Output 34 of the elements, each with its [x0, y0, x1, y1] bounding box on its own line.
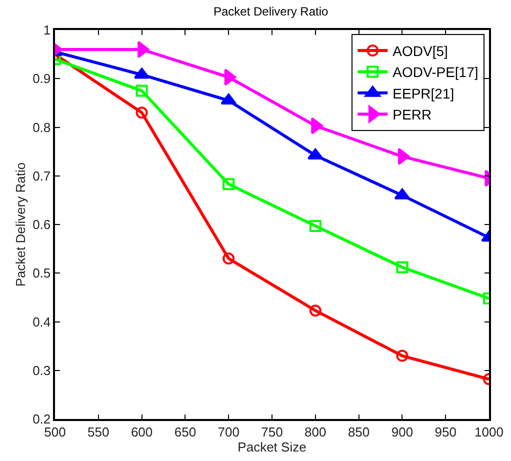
- x-tick-label: 850: [348, 424, 370, 440]
- legend-label: AODV[5]: [392, 42, 448, 59]
- x-tick-label: 950: [434, 424, 456, 440]
- legend-label: EEPR[21]: [392, 85, 454, 102]
- y-tick-label: 0.9: [32, 71, 51, 86]
- y-tick-label: 0.4: [32, 314, 51, 330]
- point: [309, 304, 322, 317]
- x-tick-label: 700: [218, 424, 240, 440]
- x-tick-label: 650: [174, 424, 196, 440]
- legend-label: AODV-PE[17]: [392, 64, 478, 80]
- x-tick-label: 500: [44, 424, 66, 440]
- point: [396, 261, 408, 274]
- x-axis-title: Packet Size: [238, 439, 306, 454]
- y-tick-label: 0.2: [32, 412, 51, 427]
- x-tick-label: 1000: [474, 424, 504, 440]
- x-tick-label: 800: [304, 424, 326, 440]
- y-tick-label: 0.7: [32, 168, 51, 184]
- legend-label: PERR: [392, 106, 432, 123]
- y-tick-label: 1: [43, 22, 51, 38]
- point: [224, 68, 236, 86]
- point: [222, 252, 235, 265]
- point: [222, 178, 235, 190]
- x-tick-label: 750: [261, 424, 283, 440]
- point: [396, 350, 408, 362]
- y-tick-label: 0.5: [32, 266, 51, 281]
- y-tick-label: 0.6: [32, 217, 51, 232]
- x-tick-label: 550: [88, 424, 110, 440]
- point: [309, 220, 322, 232]
- x-tick-label: 900: [391, 424, 414, 440]
- y-tick-label: 0.8: [32, 120, 51, 135]
- x-tick-label: 600: [130, 424, 153, 440]
- y-tick-label: 0.3: [32, 362, 51, 378]
- chart-title: Packet Delivery Ratio: [213, 4, 329, 18]
- y-axis-title: Packet Delivery Ratio: [13, 162, 28, 287]
